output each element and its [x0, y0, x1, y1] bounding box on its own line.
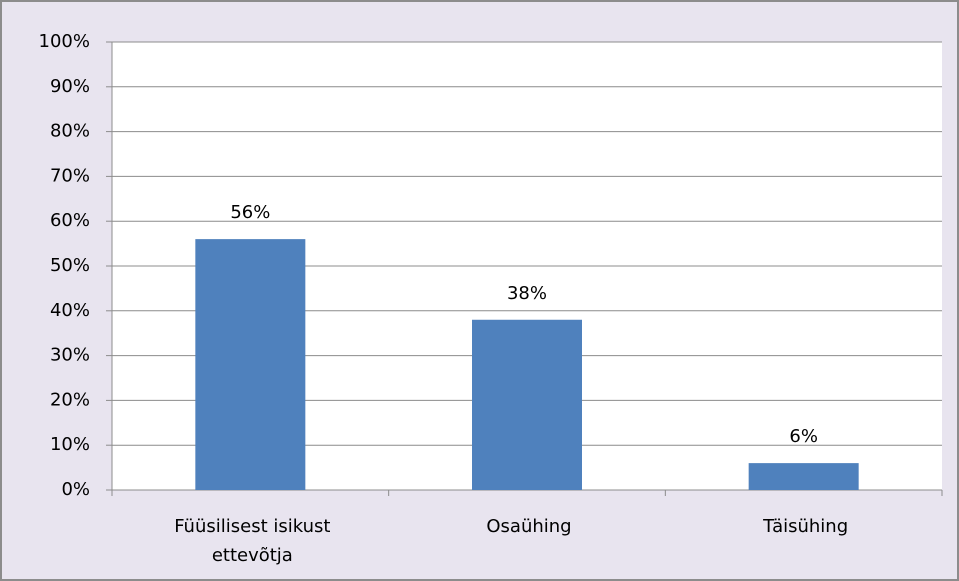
value-label: 6% — [789, 426, 818, 447]
y-tick-label: 80% — [50, 121, 90, 142]
y-tick-label: 60% — [50, 210, 90, 231]
y-tick-label: 40% — [50, 300, 90, 321]
y-tick-label: 20% — [50, 389, 90, 410]
y-tick-label: 30% — [50, 345, 90, 366]
bar — [195, 239, 306, 490]
y-tick-label: 70% — [50, 165, 90, 186]
y-tick-label: 100% — [39, 31, 90, 52]
value-label: 56% — [230, 202, 270, 223]
bar — [748, 463, 859, 490]
bar — [472, 319, 582, 490]
x-tick-label: Osaühing — [486, 516, 572, 537]
y-tick-label: 0% — [61, 479, 90, 500]
y-tick-label: 50% — [50, 255, 90, 276]
x-tick-label: Füüsilisest isikust ettevõtja — [174, 516, 331, 566]
x-tick-label: Täisühing — [763, 516, 849, 537]
y-tick-label: 10% — [50, 434, 90, 455]
value-label: 38% — [507, 283, 547, 304]
y-tick-label: 90% — [50, 76, 90, 97]
